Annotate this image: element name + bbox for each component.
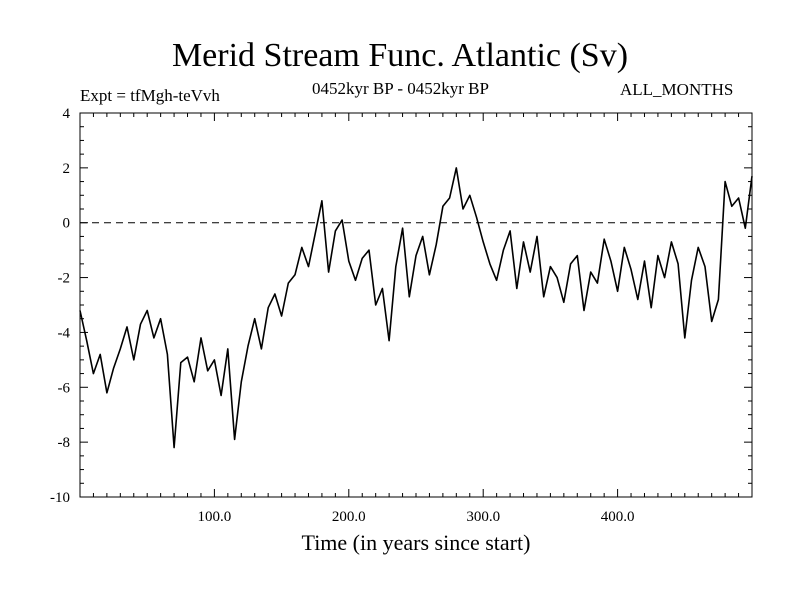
y-tick-label: 0 [63,216,71,232]
y-tick-label: 4 [63,106,71,122]
y-tick-label: -10 [50,490,70,506]
series-line [79,167,753,449]
x-tick-label: 300.0 [466,509,500,525]
x-axis-label: Time (in years since start) [301,530,531,555]
x-tick-label: 200.0 [332,509,366,525]
experiment-label: Expt = tfMgh-teVvh [80,86,220,105]
chart-title: Merid Stream Func. Atlantic (Sv) [171,37,629,74]
months-label: ALL_MONTHS [620,80,734,99]
x-tick-label: 100.0 [198,509,232,525]
y-tick-label: 2 [63,161,71,177]
x-tick-label: 400.0 [601,509,635,525]
y-tick-label: -2 [58,271,71,287]
y-tick-label: -4 [58,325,71,341]
y-tick-label: -8 [58,435,71,451]
y-tick-label: -6 [58,380,71,396]
time-range-label: 0452kyr BP - 0452kyr BP [312,79,489,98]
